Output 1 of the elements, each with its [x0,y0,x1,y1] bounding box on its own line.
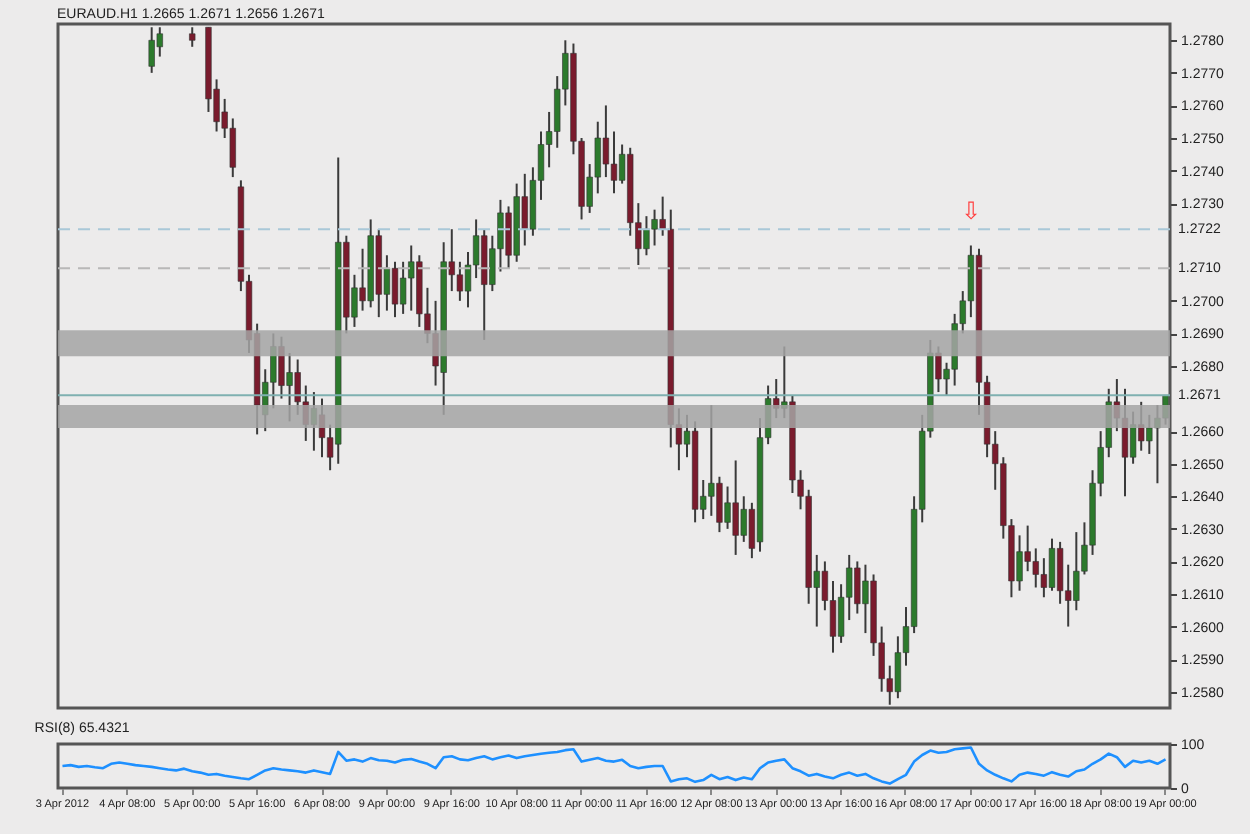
annotation: ⇩ [960,197,981,226]
